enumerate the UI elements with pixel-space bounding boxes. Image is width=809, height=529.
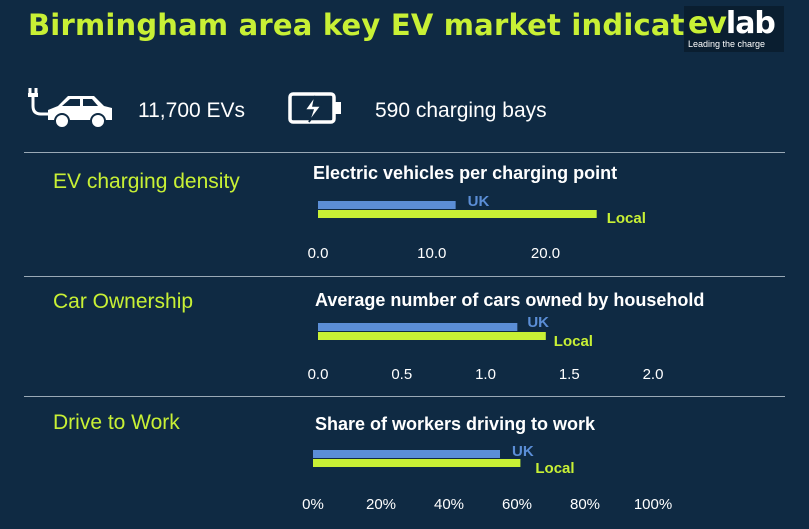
bar-local: [318, 210, 597, 218]
bar-label-local: Local: [535, 460, 574, 477]
ev-car-plug-icon: [28, 88, 112, 129]
tick-label: 100%: [634, 496, 672, 513]
bar-label-uk: UK: [512, 443, 534, 460]
tick-label: 1.5: [559, 366, 580, 383]
bar-label-local: Local: [554, 333, 593, 350]
section-label-charging-density: EV charging density: [53, 170, 240, 193]
section-label-car-ownership: Car Ownership: [53, 290, 194, 313]
logo-wordmark: evlab: [688, 6, 776, 41]
charging-bays-stat: 590 charging bays: [375, 99, 547, 122]
ev-count-stat: 11,700 EVs: [138, 99, 246, 122]
tick-label: 20.0: [531, 245, 560, 262]
evlab-logo: evlab Leading the charge: [684, 6, 784, 52]
tick-label: 20%: [366, 496, 396, 513]
tick-label: 1.0: [475, 366, 496, 383]
tick-label: 0%: [302, 496, 324, 513]
bar-uk: [313, 450, 500, 458]
bar-label-local: Local: [607, 210, 646, 227]
section-divider: [24, 276, 785, 277]
bar-label-uk: UK: [468, 193, 490, 210]
tick-label: 0.0: [308, 245, 329, 262]
section-label-drive-to-work: Drive to Work: [53, 411, 180, 434]
battery-charging-icon: [288, 92, 341, 124]
tick-label: 40%: [434, 496, 464, 513]
logo-ev-text: ev: [688, 6, 727, 41]
bar-uk: [318, 323, 518, 331]
chart-title-drive: Share of workers driving to work: [315, 414, 596, 434]
chart-title-density: Electric vehicles per charging point: [313, 163, 618, 183]
page-title: Birmingham area key EV market indicators: [28, 8, 737, 42]
tick-label: 2.0: [643, 366, 664, 383]
tick-label: 80%: [570, 496, 600, 513]
tick-label: 60%: [502, 496, 532, 513]
tick-label: 0.5: [391, 366, 412, 383]
chart-title-ownership: Average number of cars owned by househol…: [315, 290, 705, 310]
bar-uk: [318, 201, 456, 209]
bar-local: [318, 332, 546, 340]
bar-local: [313, 459, 521, 467]
tick-label: 10.0: [417, 245, 446, 262]
logo-tagline: Leading the charge: [688, 39, 766, 49]
logo-lab-text: lab: [725, 6, 776, 41]
tick-label: 0.0: [308, 366, 329, 383]
section-divider: [24, 396, 785, 397]
section-divider: [24, 152, 785, 153]
bar-label-uk: UK: [527, 314, 549, 331]
